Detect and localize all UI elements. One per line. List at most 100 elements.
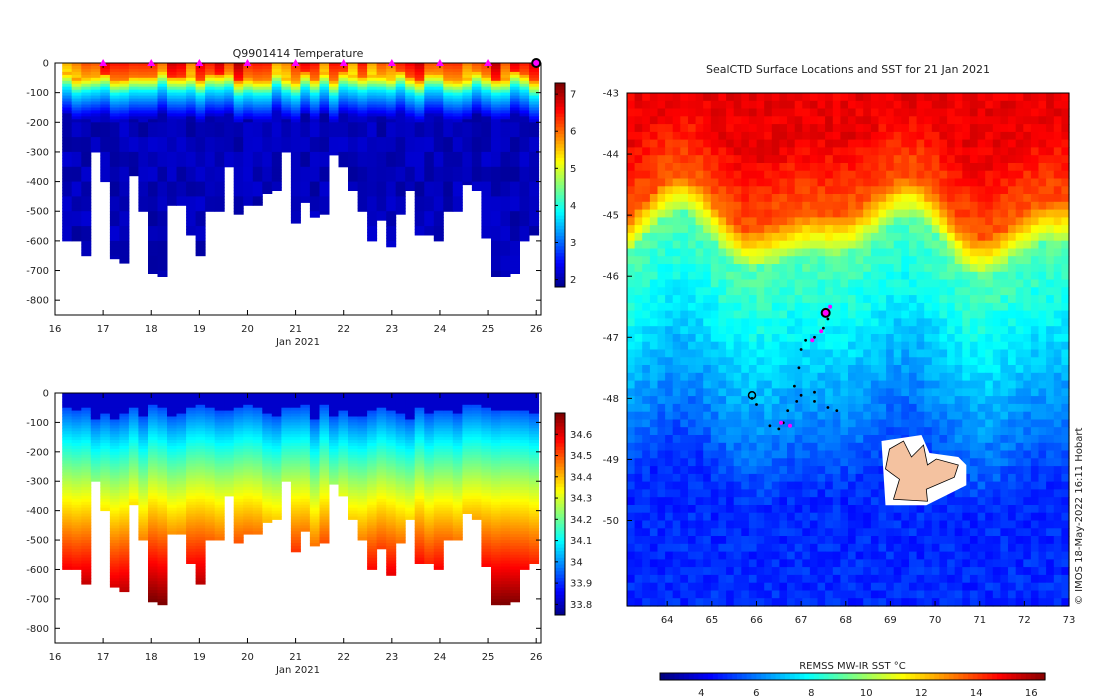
colorbar-segment (555, 198, 565, 203)
depth-cell (271, 104, 282, 108)
depth-cell (119, 252, 130, 257)
depth-cell (309, 175, 320, 180)
depth-cell (452, 74, 463, 79)
depth-cell (452, 395, 463, 400)
depth-cell (290, 95, 301, 100)
depth-cell (214, 107, 225, 111)
depth-cell (119, 563, 130, 567)
depth-cell (271, 83, 282, 88)
depth-cell (119, 407, 130, 412)
depth-cell (519, 196, 530, 200)
depth-cell (186, 416, 197, 420)
depth-cell (376, 413, 387, 417)
depth-cell (491, 83, 501, 88)
depth-cell (271, 92, 282, 97)
depth-cell (81, 516, 92, 520)
depth-cell (309, 543, 320, 547)
depth-cell (186, 187, 197, 191)
depth-cell (167, 490, 177, 494)
colorbar-segment (555, 83, 565, 87)
depth-cell (395, 190, 406, 194)
depth-cell (386, 83, 397, 88)
depth-cell (367, 493, 378, 497)
depth-cell (367, 525, 378, 529)
depth-cell (281, 134, 292, 138)
depth-cell (81, 454, 92, 459)
depth-cell (233, 407, 244, 412)
depth-cell (138, 410, 149, 414)
depth-cell (71, 419, 82, 423)
depth-cell (167, 125, 177, 129)
depth-cell (214, 128, 225, 132)
depth-cell (262, 425, 273, 429)
depth-cell (167, 98, 177, 103)
depth-cell (481, 229, 492, 233)
depth-cell (71, 410, 82, 414)
depth-cell (128, 466, 139, 470)
depth-cell (81, 128, 92, 132)
depth-cell (157, 534, 168, 538)
depth-cell (386, 92, 397, 97)
depth-cell (157, 540, 168, 544)
depth-cell (176, 107, 187, 111)
depth-cell (214, 140, 225, 144)
depth-cell (357, 119, 368, 123)
depth-cell (81, 151, 92, 156)
depth-cell (119, 501, 130, 506)
depth-cell (128, 393, 139, 397)
depth-cell (224, 160, 235, 165)
depth-cell (81, 569, 92, 573)
depth-cell (367, 557, 378, 562)
depth-cell (452, 77, 463, 82)
colorbar-segment (555, 89, 565, 94)
depth-cell (157, 166, 168, 171)
depth-cell (319, 466, 330, 470)
depth-cell (386, 445, 397, 450)
depth-cell (271, 86, 282, 91)
depth-cell (367, 83, 378, 88)
depth-cell (481, 211, 492, 215)
depth-cell (128, 134, 139, 138)
depth-cell (481, 175, 492, 180)
depth-cell (414, 434, 425, 438)
depth-cell (309, 80, 320, 85)
depth-cell (348, 181, 358, 186)
depth-cell (148, 578, 158, 582)
depth-cell (471, 163, 482, 168)
depth-cell (338, 134, 349, 138)
depth-cell (348, 410, 358, 414)
depth-cell (138, 401, 149, 406)
depth-cell (100, 475, 111, 479)
depth-cell (395, 437, 406, 441)
depth-cell (471, 101, 482, 105)
depth-cell (405, 154, 416, 159)
depth-cell (119, 83, 130, 88)
depth-cell (138, 440, 149, 444)
depth-cell (452, 501, 463, 506)
depth-cell (300, 98, 311, 103)
depth-cell (290, 184, 301, 189)
depth-cell (462, 172, 473, 177)
depth-cell (128, 107, 139, 111)
depth-cell (71, 416, 82, 420)
depth-cell (405, 89, 416, 94)
depth-cell (100, 146, 111, 150)
depth-cell (405, 163, 416, 168)
depth-cell (62, 86, 73, 91)
colorbar-segment (555, 239, 565, 244)
depth-cell (167, 193, 177, 197)
depth-cell (452, 193, 463, 197)
depth-cell (376, 434, 387, 438)
depth-cell (62, 422, 73, 426)
depth-cell (71, 184, 82, 189)
depth-cell (300, 522, 311, 526)
depth-cell (262, 481, 273, 485)
depth-cell (338, 413, 349, 417)
depth-cell (81, 534, 92, 538)
depth-cell (271, 68, 282, 73)
depth-cell (148, 199, 158, 203)
depth-cell (300, 519, 311, 523)
depth-cell (443, 143, 454, 147)
depth-cell (157, 584, 168, 588)
depth-cell (90, 143, 101, 147)
